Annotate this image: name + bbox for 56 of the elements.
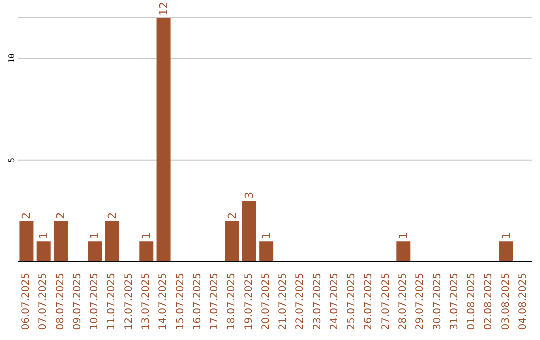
data-label: 2 <box>106 212 119 220</box>
data-label: 1 <box>88 232 102 240</box>
x-tick-label: 03.08.2025 <box>500 273 512 330</box>
bar <box>20 221 34 262</box>
x-tick-label: 11.07.2025 <box>106 273 118 330</box>
x-tick-label: 28.07.2025 <box>398 273 409 330</box>
x-tick-label: 14.07.2025 <box>158 273 170 330</box>
x-tick-label: 18.07.2025 <box>226 273 238 330</box>
data-label: 1 <box>37 232 50 240</box>
x-tick-label: 13.07.2025 <box>141 273 152 330</box>
x-tick-label: 27.07.2025 <box>380 273 392 330</box>
bar <box>140 242 154 262</box>
x-tick-label: 06.07.2025 <box>21 273 32 330</box>
bar <box>36 242 51 262</box>
data-label: 1 <box>500 232 513 240</box>
x-tick-label: 02.08.2025 <box>484 273 495 330</box>
data-label: 2 <box>54 212 68 220</box>
x-tick-label: 19.07.2025 <box>244 273 255 330</box>
x-tick-label: 31.07.2025 <box>449 273 460 330</box>
x-tick-label: 17.07.2025 <box>210 273 221 330</box>
x-tick-label: 21.07.2025 <box>278 273 290 330</box>
x-tick-label: 22.07.2025 <box>295 273 306 330</box>
data-label: 1 <box>140 232 154 240</box>
x-tick-label: 23.07.2025 <box>312 273 324 330</box>
y-tick-label: 5 <box>8 158 16 163</box>
bar <box>54 221 68 262</box>
x-tick-label: 15.07.2025 <box>175 273 186 330</box>
y-tick-label: 10 <box>8 54 16 64</box>
x-tick-label: 12.07.2025 <box>124 273 135 330</box>
bar <box>260 242 274 262</box>
bar <box>105 221 120 262</box>
x-tick-label: 26.07.2025 <box>364 273 375 330</box>
x-tick-label: 24.07.2025 <box>329 273 340 330</box>
data-label: 2 <box>20 212 34 220</box>
data-label: 2 <box>226 212 239 220</box>
data-label: 1 <box>397 232 410 240</box>
bar <box>225 221 240 262</box>
x-tick-label: 29.07.2025 <box>415 273 426 330</box>
bar <box>156 18 171 262</box>
bar <box>396 242 411 262</box>
data-label: 1 <box>260 232 274 240</box>
x-tick-label: 01.08.2025 <box>466 273 478 330</box>
x-tick-label: 04.08.2025 <box>518 273 529 330</box>
x-tick-label: 25.07.2025 <box>346 273 358 330</box>
x-tick-label: 09.07.2025 <box>72 273 84 330</box>
bar <box>499 242 514 262</box>
x-tick-label: 30.07.2025 <box>432 273 444 330</box>
data-label: 3 <box>242 192 256 199</box>
x-tick-label: 07.07.2025 <box>38 273 50 330</box>
data-label: 12 <box>157 2 170 16</box>
x-tick-label: 10.07.2025 <box>90 273 101 330</box>
bar <box>88 242 102 262</box>
x-tick-label: 08.07.2025 <box>55 273 66 330</box>
bar <box>242 201 256 262</box>
x-tick-label: 20.07.2025 <box>260 273 272 330</box>
x-tick-label: 16.07.2025 <box>192 273 204 330</box>
